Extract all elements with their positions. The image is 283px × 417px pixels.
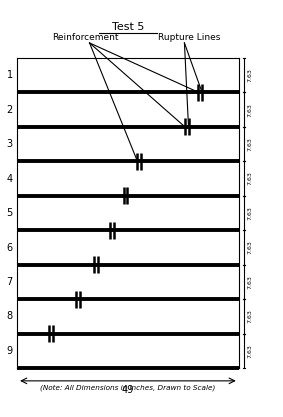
Text: 7.63: 7.63 [247,172,252,186]
Text: 7.63: 7.63 [247,241,252,254]
Text: 7.63: 7.63 [247,275,252,289]
Text: (Note: All Dimensions in inches, Drawn to Scale): (Note: All Dimensions in inches, Drawn t… [40,384,216,391]
Text: 1: 1 [7,70,13,80]
Text: Rupture Lines: Rupture Lines [158,33,220,42]
Text: 2: 2 [7,105,13,115]
Text: 7.63: 7.63 [247,103,252,116]
Text: 3: 3 [7,139,13,149]
Text: 8: 8 [7,311,13,322]
Text: 6: 6 [7,243,13,253]
Text: Reinforcement: Reinforcement [52,33,118,42]
Text: 7: 7 [7,277,13,287]
Text: Test 5: Test 5 [112,22,144,32]
Text: 49: 49 [122,385,134,395]
Text: 7.63: 7.63 [247,344,252,358]
Text: 7.63: 7.63 [247,68,252,82]
Text: 7.63: 7.63 [247,137,252,151]
Text: 9: 9 [7,346,13,356]
Text: 5: 5 [7,208,13,218]
Text: 7.63: 7.63 [247,309,252,324]
Text: 7.63: 7.63 [247,206,252,220]
Text: 4: 4 [7,173,13,183]
